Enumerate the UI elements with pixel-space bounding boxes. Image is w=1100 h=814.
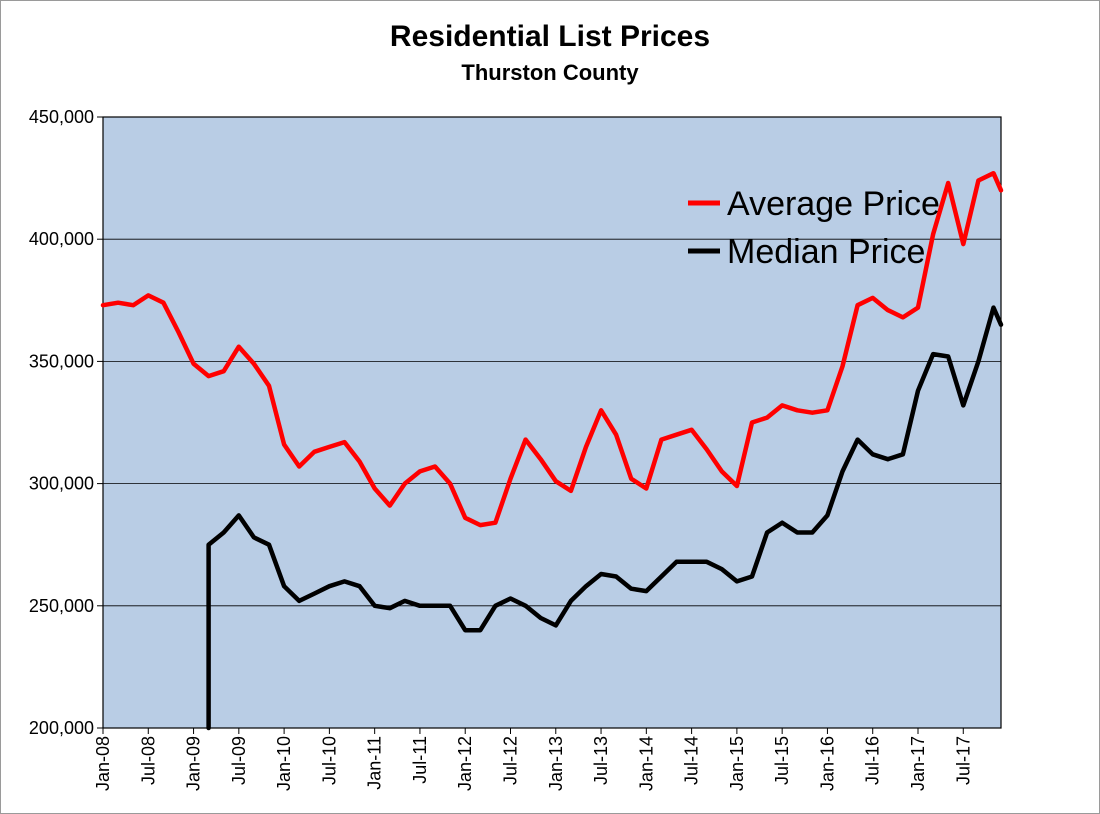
x-tick-label: Jan-14 bbox=[636, 736, 656, 791]
x-tick-label: Jul-14 bbox=[682, 736, 702, 785]
x-tick-label: Jul-08 bbox=[138, 736, 158, 785]
legend-label: Average Price bbox=[727, 185, 940, 223]
x-tick-label: Jan-15 bbox=[727, 736, 747, 791]
y-tick-label: 300,000 bbox=[29, 474, 94, 494]
x-tick-label: Jan-09 bbox=[184, 736, 204, 791]
x-tick-label: Jul-15 bbox=[772, 736, 792, 785]
x-tick-label: Jan-10 bbox=[274, 736, 294, 791]
y-tick-label: 200,000 bbox=[29, 718, 94, 738]
x-tick-label: Jan-13 bbox=[546, 736, 566, 791]
x-tick-label: Jan-16 bbox=[817, 736, 837, 791]
x-tick-label: Jan-17 bbox=[908, 736, 928, 791]
chart-title: Residential List Prices bbox=[389, 20, 711, 53]
y-tick-label: 400,000 bbox=[29, 229, 94, 249]
y-tick-label: 450,000 bbox=[29, 107, 94, 127]
x-tick-label: Jul-12 bbox=[500, 736, 520, 785]
x-tick-label: Jul-16 bbox=[863, 736, 883, 785]
x-tick-label: Jan-08 bbox=[93, 736, 113, 791]
x-tick-label: Jan-12 bbox=[455, 736, 475, 791]
series-lines bbox=[100, 170, 1004, 731]
x-tick-label: Jul-17 bbox=[953, 736, 973, 785]
x-tick-label: Jul-11 bbox=[410, 736, 430, 784]
y-axis-ticks: 200,000 250,000 300,000 350,000 400,000 450,0… bbox=[29, 107, 103, 738]
x-tick-label: Jul-10 bbox=[319, 736, 339, 785]
series-line-median-price bbox=[206, 305, 1004, 731]
series-line-average-price bbox=[100, 170, 1004, 528]
plot-area bbox=[102, 116, 1002, 729]
x-axis-ticks: Jan-08 Jul-08 Jan-09 Jul-09 Jan-10 Jul-10 Jan-… bbox=[93, 728, 973, 791]
chart-subtitle: Thurston County bbox=[461, 60, 639, 85]
x-tick-label: Jan-11 bbox=[365, 736, 385, 790]
y-tick-label: 250,000 bbox=[29, 596, 94, 616]
legend: Average Price Median Price bbox=[688, 185, 940, 271]
x-tick-label: Jul-13 bbox=[591, 736, 611, 785]
x-tick-label: Jul-09 bbox=[229, 736, 249, 785]
legend-label: Median Price bbox=[727, 233, 925, 271]
y-tick-label: 350,000 bbox=[29, 351, 94, 371]
